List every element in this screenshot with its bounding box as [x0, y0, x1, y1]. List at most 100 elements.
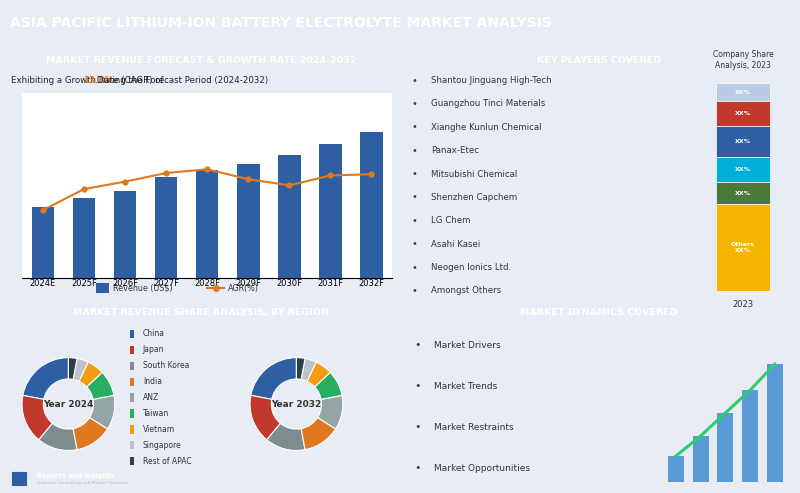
- Text: •: •: [414, 423, 421, 432]
- Bar: [130, 441, 134, 450]
- Bar: [716, 157, 770, 182]
- Text: LG Chem: LG Chem: [431, 216, 470, 225]
- Text: AGR(%): AGR(%): [227, 283, 258, 293]
- Text: Guangzhou Tinci Materials: Guangzhou Tinci Materials: [431, 100, 546, 108]
- Wedge shape: [267, 423, 305, 451]
- Wedge shape: [69, 357, 77, 380]
- Bar: [130, 378, 134, 386]
- Text: Panax-Etec: Panax-Etec: [431, 146, 479, 155]
- Wedge shape: [86, 372, 114, 399]
- Bar: [130, 393, 134, 402]
- Text: •: •: [412, 146, 418, 156]
- Text: Company Share
Analysis, 2023: Company Share Analysis, 2023: [713, 50, 774, 70]
- Bar: [716, 126, 770, 157]
- Text: Xianghe Kunlun Chemical: Xianghe Kunlun Chemical: [431, 123, 542, 132]
- Text: •: •: [414, 382, 421, 391]
- Wedge shape: [251, 357, 297, 399]
- Wedge shape: [39, 423, 77, 451]
- Wedge shape: [79, 362, 102, 387]
- FancyBboxPatch shape: [10, 471, 27, 486]
- Text: Market Restraints: Market Restraints: [434, 423, 514, 432]
- Text: Amongst Others: Amongst Others: [431, 286, 502, 295]
- Bar: [278, 155, 301, 278]
- Text: XX%: XX%: [735, 111, 751, 116]
- Text: 2023: 2023: [732, 300, 754, 309]
- Bar: [360, 132, 382, 278]
- Text: •: •: [412, 239, 418, 249]
- Text: XX%: XX%: [735, 140, 751, 144]
- Text: 13.3%: 13.3%: [83, 76, 114, 85]
- Wedge shape: [23, 357, 69, 399]
- Text: Year 2024: Year 2024: [43, 399, 94, 409]
- Text: KEY PLAYERS COVERED: KEY PLAYERS COVERED: [537, 56, 661, 65]
- Text: Rest of APAC: Rest of APAC: [143, 457, 191, 466]
- Wedge shape: [301, 358, 316, 382]
- Bar: [32, 207, 54, 278]
- Bar: [114, 191, 136, 278]
- Text: •: •: [412, 263, 418, 273]
- Text: South Korea: South Korea: [143, 361, 190, 370]
- Text: •: •: [412, 99, 418, 109]
- Wedge shape: [22, 395, 53, 440]
- Text: MARKET DYNAMICS COVERED: MARKET DYNAMICS COVERED: [520, 308, 678, 317]
- Wedge shape: [318, 395, 342, 429]
- Text: ANZ: ANZ: [143, 393, 159, 402]
- Wedge shape: [250, 395, 281, 440]
- Text: •: •: [412, 216, 418, 226]
- Text: Neogen Ionics Ltd.: Neogen Ionics Ltd.: [431, 263, 511, 272]
- Bar: [718, 413, 734, 482]
- Bar: [668, 456, 684, 482]
- Text: Shantou Jinguang High-Tech: Shantou Jinguang High-Tech: [431, 76, 552, 85]
- Text: •: •: [414, 340, 421, 351]
- Bar: [237, 164, 259, 278]
- Text: Vietnam: Vietnam: [143, 425, 175, 434]
- Bar: [130, 457, 134, 465]
- Bar: [130, 346, 134, 354]
- Text: •: •: [412, 122, 418, 132]
- Text: Singapore: Singapore: [143, 441, 182, 450]
- Text: Mitsubishi Chemical: Mitsubishi Chemical: [431, 170, 518, 178]
- Text: Japan: Japan: [143, 346, 164, 354]
- Text: Shenzhen Capchem: Shenzhen Capchem: [431, 193, 518, 202]
- Text: •: •: [412, 286, 418, 296]
- Wedge shape: [73, 418, 107, 450]
- Text: Market Trends: Market Trends: [434, 382, 498, 391]
- Text: Revenue (US$): Revenue (US$): [113, 283, 173, 293]
- Text: Market Drivers: Market Drivers: [434, 341, 501, 350]
- Text: XX%: XX%: [735, 167, 751, 172]
- Text: Business Consulting and Market Research: Business Consulting and Market Research: [38, 481, 128, 485]
- Text: •: •: [412, 169, 418, 179]
- Text: Market Opportunities: Market Opportunities: [434, 464, 530, 473]
- Bar: [716, 83, 770, 102]
- Bar: [130, 362, 134, 370]
- Text: Exhibiting a Growth Rate (CAGR) of: Exhibiting a Growth Rate (CAGR) of: [11, 76, 166, 85]
- Text: Asahi Kasei: Asahi Kasei: [431, 240, 481, 248]
- Bar: [155, 177, 178, 278]
- Bar: [319, 144, 342, 278]
- Wedge shape: [297, 357, 305, 380]
- Bar: [130, 330, 134, 338]
- Text: ASIA PACIFIC LITHIUM-ION BATTERY ELECTROLYTE MARKET ANALYSIS: ASIA PACIFIC LITHIUM-ION BATTERY ELECTRO…: [10, 16, 551, 30]
- Bar: [130, 425, 134, 433]
- Text: India: India: [143, 377, 162, 386]
- Bar: [96, 283, 110, 293]
- Wedge shape: [301, 418, 335, 450]
- Bar: [716, 204, 770, 291]
- Wedge shape: [307, 362, 330, 387]
- Bar: [767, 364, 783, 482]
- Bar: [73, 198, 95, 278]
- Text: XX%: XX%: [735, 90, 751, 95]
- Wedge shape: [73, 358, 88, 382]
- Text: •: •: [412, 75, 418, 86]
- Wedge shape: [90, 395, 114, 429]
- Text: MARKET REVENUE SHARE ANALYSIS, BY REGION: MARKET REVENUE SHARE ANALYSIS, BY REGION: [74, 308, 329, 317]
- Bar: [716, 102, 770, 126]
- Wedge shape: [314, 372, 342, 399]
- Bar: [196, 170, 218, 278]
- Text: Others
XX%: Others XX%: [731, 242, 755, 253]
- Bar: [742, 390, 758, 482]
- Text: During the Forecast Period (2024-2032): During the Forecast Period (2024-2032): [94, 76, 268, 85]
- Text: China: China: [143, 329, 165, 338]
- Text: •: •: [414, 463, 421, 473]
- Text: Reports and Insights: Reports and Insights: [38, 473, 114, 479]
